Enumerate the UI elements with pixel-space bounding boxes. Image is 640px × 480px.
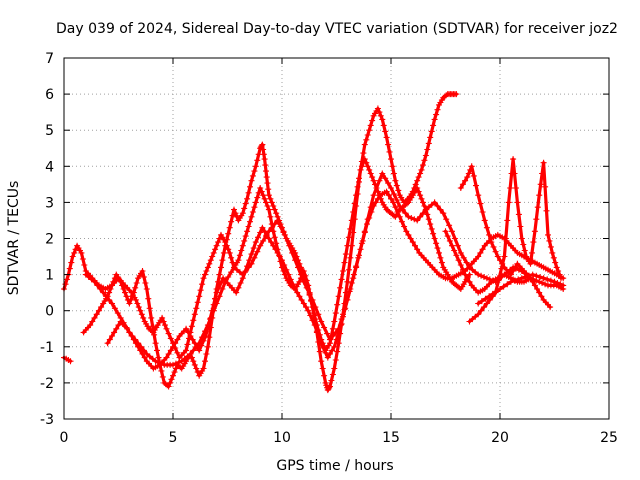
y-tick-label: -2 [40,376,54,392]
y-tick-label: 1 [45,268,54,284]
x-tick-label: 15 [382,430,400,446]
x-axis-label: GPS time / hours [276,458,393,474]
data-series [61,91,567,394]
series-markers [475,271,567,307]
axis-ticks [63,57,610,420]
y-axis-label: SDTVAR / TECUs [6,181,22,296]
y-tick-label: 5 [45,123,54,139]
x-tick-label: 5 [169,430,178,446]
chart-title: Day 039 of 2024, Sidereal Day-to-day VTE… [56,21,618,37]
series-markers [466,156,564,325]
y-tick-label: 2 [45,232,54,248]
y-tick-label: 3 [45,195,54,211]
series-line [81,92,458,392]
y-tick-label: 0 [45,304,54,320]
y-tick-label: 6 [45,87,54,103]
x-tick-labels: 0 5 10 15 20 25 [60,430,618,446]
y-tick-labels: -3 -2 -1 0 1 2 3 4 5 6 7 [40,51,54,428]
y-tick-label: -3 [40,412,54,428]
y-tick-label: -1 [40,340,54,356]
series-markers [457,163,554,311]
series-track-i [475,271,567,307]
x-tick-label: 25 [600,430,618,446]
y-tick-label: 7 [45,51,54,67]
series-line [62,356,73,363]
x-tick-label: 20 [491,430,509,446]
x-tick-label: 0 [60,430,69,446]
x-tick-label: 10 [273,430,291,446]
y-tick-label: 4 [45,159,54,175]
series-track-g [457,163,554,311]
